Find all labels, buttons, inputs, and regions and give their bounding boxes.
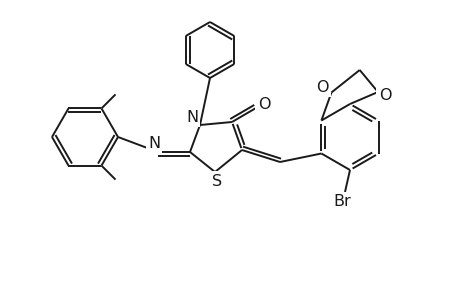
Text: N: N	[185, 110, 198, 124]
Text: N: N	[148, 136, 160, 151]
Text: S: S	[212, 173, 222, 188]
Text: O: O	[378, 88, 391, 103]
Text: O: O	[315, 80, 328, 95]
Text: Br: Br	[332, 194, 350, 209]
Text: O: O	[257, 97, 270, 112]
